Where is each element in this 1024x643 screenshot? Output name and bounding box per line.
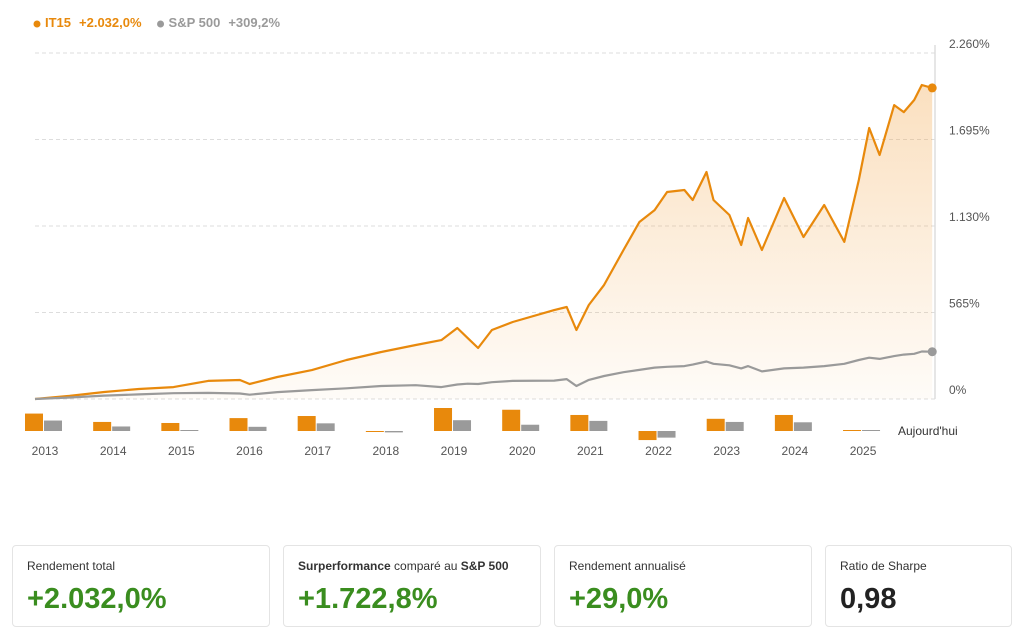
end-point [927,83,937,93]
bar [161,422,180,431]
bar [112,426,131,431]
bar [502,409,521,431]
annotation: Aujourd'hui [898,424,958,438]
bar [248,426,267,431]
legend-value: +2.032,0% [79,15,142,30]
bar [570,414,589,431]
bar [521,424,540,431]
line [34,350,933,401]
legend-value: +309,2% [228,15,280,30]
bar [44,420,62,431]
card-label-part: Rendement total [27,559,116,573]
legend-dot [157,20,165,28]
x-tick-label: 2021 [577,444,604,458]
legend-name: S&P 500 [169,15,221,30]
x-tick-label: 2017 [304,444,331,458]
legend-dot [33,20,41,28]
bar [706,418,725,431]
bar [365,431,384,432]
bar [384,431,403,433]
x-tick-label: 2015 [168,444,195,458]
x-tick-label: 2023 [713,444,740,458]
bar [93,421,112,431]
y-tick-label: 565% [949,297,980,311]
card-value: +2.032,0% [27,583,167,615]
y-tick-label: 1.130% [949,210,990,224]
y-tick-label: 1.695% [949,124,990,138]
bar [774,414,793,431]
stat-card: Surperformance comparé au S&P 500 +1.722,… [283,545,541,627]
bar [843,430,862,431]
bar [180,430,199,431]
x-tick-label: 2024 [782,444,809,458]
card-label: Rendement annualisé [569,559,797,573]
bar [316,423,335,431]
y-tick-label: 2.260% [949,37,990,51]
legend-entry: S&P 500 +309,2% [169,15,281,30]
bar [589,420,608,431]
bar [297,416,316,431]
x-tick-label: 2020 [509,444,536,458]
end-point [927,347,937,357]
card-value: 0,98 [840,583,897,615]
card-label: Surperformance comparé au S&P 500 [298,559,526,573]
bar [434,408,453,431]
x-tick-label: 2016 [236,444,263,458]
area [35,85,933,399]
x-tick-label: 2014 [100,444,127,458]
line [34,83,933,401]
card-label: Rendement total [27,559,255,573]
x-tick-label: 2018 [372,444,399,458]
bar [725,421,744,431]
x-tick-label: 2013 [32,444,59,458]
card-label-part: Ratio de Sharpe [840,559,927,573]
bar [453,420,472,431]
bar [638,431,657,441]
bar [657,431,676,438]
legend-name: IT15 [45,15,71,30]
x-tick-label: 2025 [850,444,877,458]
card-label: Ratio de Sharpe [840,559,997,573]
chart: 0% 565% 1.130% 1.695% 2.260% IT15 +2.032,0% S&P… [25,15,990,458]
card-label-part: S&P 500 [460,559,509,573]
card-label-part: Rendement annualisé [569,559,686,573]
bar [25,413,43,431]
stat-card: Rendement annualisé +29,0% [554,545,812,627]
y-tick-label: 0% [949,383,967,397]
bar [229,418,248,431]
bar [862,430,881,431]
x-tick-label: 2022 [645,444,672,458]
stat-card: Ratio de Sharpe 0,98 [825,545,1012,627]
card-value: +29,0% [569,583,669,615]
card-label-part: comparé au [394,559,458,573]
bar [793,422,812,431]
stat-card: Rendement total +2.032,0% [12,545,270,627]
x-tick-label: 2019 [441,444,468,458]
legend-entry: IT15 +2.032,0% [45,15,142,30]
card-value: +1.722,8% [298,583,438,615]
card-label-part: Surperformance [298,559,391,573]
